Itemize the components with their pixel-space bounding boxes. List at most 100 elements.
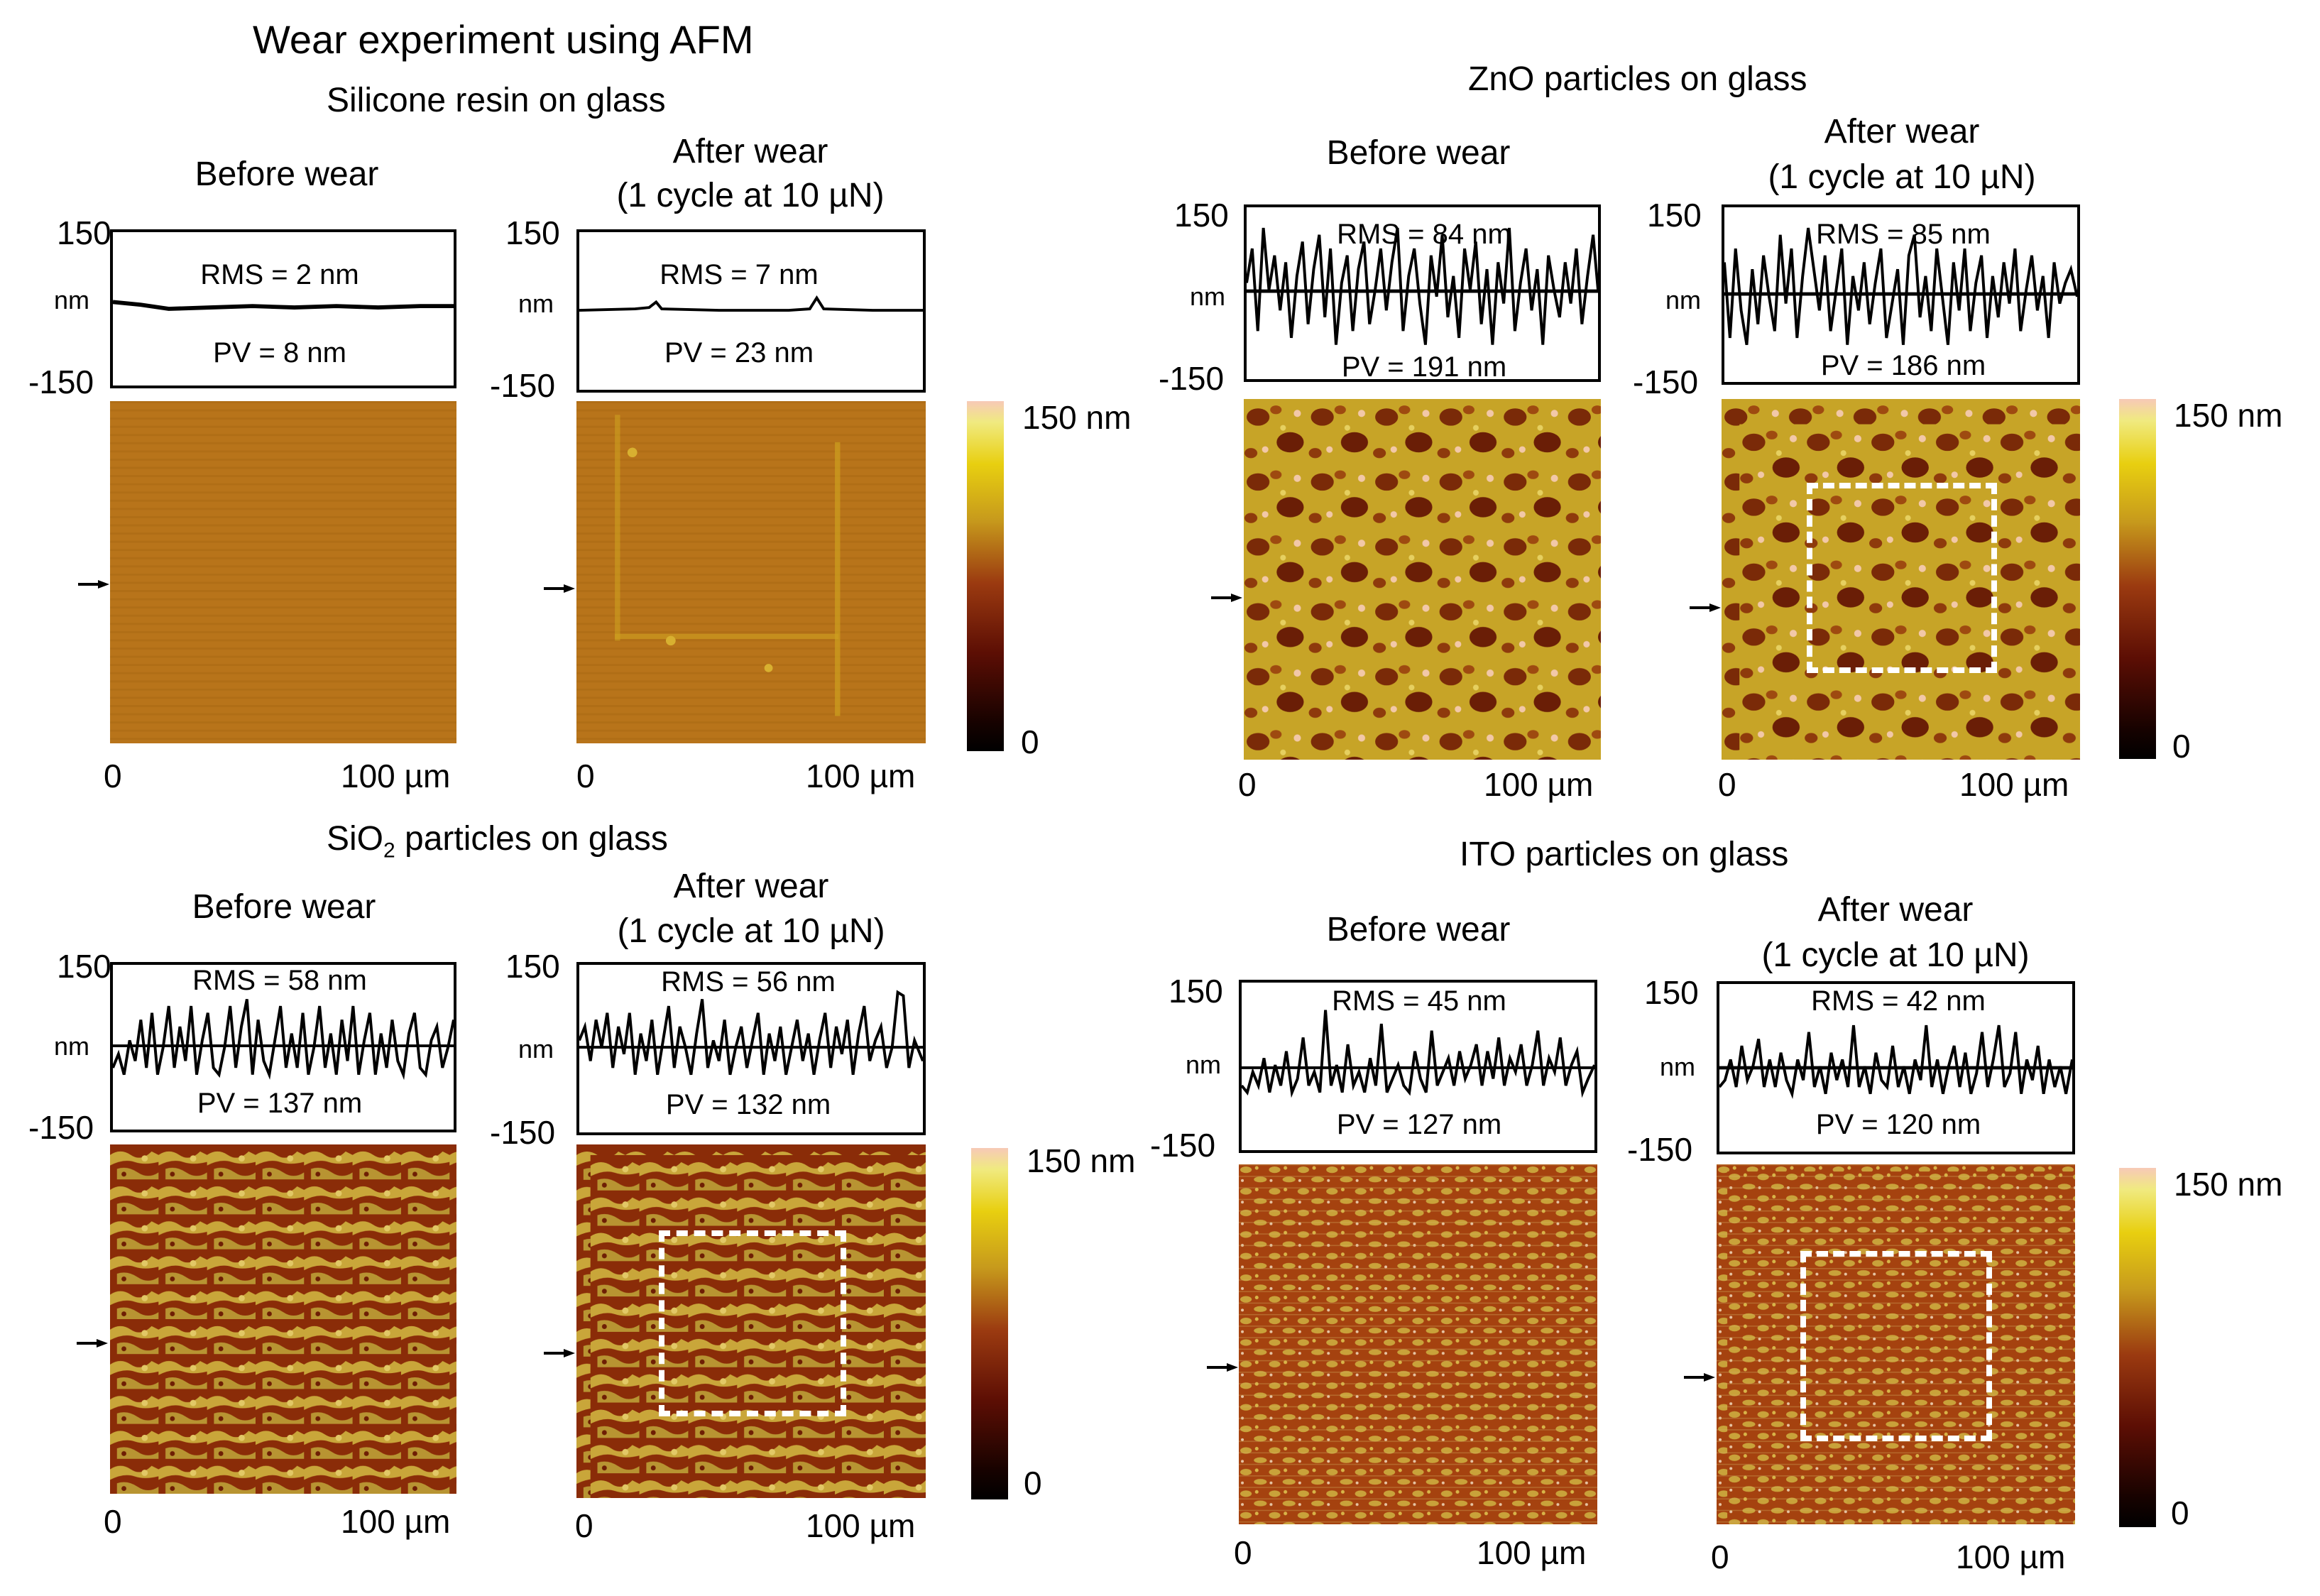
caption-silicone-after-2: (1 cycle at 10 µN): [616, 177, 885, 214]
x-axis-start: 0: [1238, 766, 1257, 803]
arrow-icon: [544, 584, 575, 593]
axis-top-label: 150: [505, 948, 560, 985]
x-axis-end: 100 µm: [806, 1507, 916, 1544]
colorbar-silicone: [967, 401, 1004, 751]
profile-line: [1240, 1010, 1596, 1098]
axis-unit-label: nm: [54, 1032, 90, 1061]
legend-max-label: 150 nm: [2174, 397, 2283, 434]
legend-max-label: 150 nm: [1027, 1142, 1136, 1179]
afm-texture: [1722, 399, 2080, 760]
axis-unit-label: nm: [1660, 1052, 1696, 1081]
x-axis-end: 100 µm: [341, 1503, 451, 1540]
profile-zno-before: RMS = 84 nm PV = 191 nm: [1244, 204, 1601, 382]
pv-label: PV = 191 nm: [1341, 351, 1507, 383]
legend-max-label: 150 nm: [1022, 399, 1132, 436]
afm-image-sio2-before: [110, 1144, 456, 1494]
rms-label: RMS = 45 nm: [1332, 985, 1506, 1017]
pv-label: PV = 23 nm: [664, 337, 814, 368]
pv-label: PV = 127 nm: [1336, 1109, 1502, 1140]
wear-region-box: [659, 1230, 846, 1416]
profile-line: [579, 295, 923, 312]
x-axis-end: 100 µm: [806, 758, 916, 794]
x-axis-start: 0: [1718, 766, 1736, 803]
axis-unit-label: nm: [518, 289, 554, 318]
arrow-icon: [1690, 603, 1721, 612]
x-axis-end: 100 µm: [341, 758, 451, 794]
axis-top-label: 150: [57, 214, 111, 251]
x-axis-end: 100 µm: [1959, 766, 2069, 803]
pv-label: PV = 186 nm: [1820, 350, 1986, 381]
x-axis-start: 0: [104, 758, 122, 794]
profile-sio2-after: RMS = 56 nm PV = 132 nm: [576, 962, 926, 1135]
profile-line: [1723, 227, 2079, 346]
rms-label: RMS = 56 nm: [661, 966, 836, 998]
profile-line: [1718, 1024, 2074, 1099]
axis-unit-label: nm: [1190, 282, 1226, 311]
profile-ito-before: RMS = 45 nm PV = 127 nm: [1239, 980, 1597, 1153]
afm-texture: [110, 401, 456, 743]
axis-unit-label: nm: [54, 285, 90, 315]
profile-sio2-before: RMS = 58 nm PV = 137 nm: [110, 962, 456, 1132]
profile-line: [1245, 227, 1599, 345]
caption-zno-after-2: (1 cycle at 10 µN): [1768, 158, 2036, 196]
rms-label: RMS = 85 nm: [1816, 219, 1991, 250]
arrow-icon: [1207, 1363, 1238, 1372]
wear-region-box: [1800, 1251, 1992, 1441]
profile-ito-after: RMS = 42 nm PV = 120 nm: [1717, 981, 2075, 1154]
rms-label: RMS = 58 nm: [192, 965, 367, 996]
legend-min-label: 0: [1021, 723, 1039, 760]
caption-zno-before: Before wear: [1326, 134, 1511, 172]
arrow-icon: [77, 1339, 108, 1348]
caption-zno-after-1: After wear: [1824, 113, 1980, 151]
profile-zno-after: RMS = 85 nm PV = 186 nm: [1722, 204, 2080, 385]
x-axis-start: 0: [1711, 1538, 1729, 1575]
afm-image-sio2-after: [576, 1144, 926, 1498]
axis-bottom-label: -150: [490, 1114, 556, 1151]
axis-bottom-label: -150: [1150, 1127, 1216, 1164]
pv-label: PV = 120 nm: [1815, 1109, 1981, 1140]
axis-bottom-label: -150: [1627, 1131, 1693, 1168]
legend-max-label: 150 nm: [2174, 1166, 2283, 1203]
axis-bottom-label: -150: [28, 364, 94, 400]
axis-top-label: 150: [505, 214, 560, 251]
title-text: particles on glass: [395, 820, 668, 858]
arrow-icon: [544, 1349, 575, 1357]
wear-region-box: [1807, 483, 1997, 673]
afm-image-ito-after: [1717, 1164, 2075, 1524]
profile-silicone-after: RMS = 7 nm PV = 23 nm: [576, 229, 926, 393]
caption-sio2-before: Before wear: [192, 888, 376, 926]
afm-image-zno-before: [1244, 399, 1601, 760]
axis-bottom-label: -150: [490, 367, 556, 404]
profile-line: [578, 990, 924, 1076]
axis-top-label: 150: [57, 948, 111, 985]
axis-unit-label: nm: [1186, 1050, 1222, 1079]
panel-title-sio2: SiO2 particles on glass: [327, 822, 668, 862]
x-axis-start: 0: [575, 1507, 593, 1544]
legend-min-label: 0: [2171, 1494, 2189, 1531]
panel-title-ito: ITO particles on glass: [1460, 836, 1789, 873]
pv-label: PV = 137 nm: [197, 1088, 363, 1119]
pv-label: PV = 132 nm: [665, 1089, 831, 1120]
afm-texture: [576, 401, 926, 743]
axis-top-label: 150: [1644, 974, 1699, 1011]
legend-min-label: 0: [2172, 728, 2191, 765]
afm-texture: [576, 1144, 926, 1498]
afm-image-silicone-before: [110, 401, 456, 743]
x-axis-start: 0: [576, 758, 595, 794]
x-axis-end: 100 µm: [1956, 1538, 2066, 1575]
afm-texture: [1239, 1164, 1597, 1524]
caption-sio2-after-1: After wear: [673, 868, 829, 905]
x-axis-end: 100 µm: [1484, 766, 1594, 803]
afm-image-ito-before: [1239, 1164, 1597, 1524]
x-axis-start: 0: [104, 1503, 122, 1540]
figure-title: Wear experiment using AFM: [253, 17, 754, 62]
afm-texture: [1244, 399, 1601, 760]
axis-unit-label: nm: [1665, 285, 1702, 315]
afm-image-zno-after: [1722, 399, 2080, 760]
title-text: SiO: [327, 820, 384, 858]
axis-top-label: 150: [1169, 973, 1223, 1010]
caption-ito-before: Before wear: [1326, 911, 1511, 949]
profile-silicone-before: RMS = 2 nm PV = 8 nm: [110, 229, 456, 388]
arrow-icon: [78, 580, 109, 589]
legend-min-label: 0: [1024, 1465, 1042, 1502]
